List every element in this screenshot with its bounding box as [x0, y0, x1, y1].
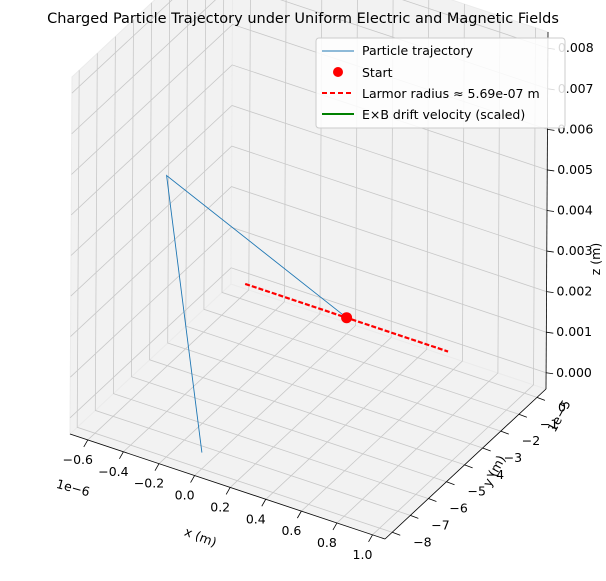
- z-tick-label: 0.001: [556, 324, 592, 339]
- y-tick: [410, 515, 419, 519]
- x-tick: [154, 463, 160, 471]
- y-tick: [536, 397, 546, 401]
- x-tick: [190, 475, 195, 483]
- z-axis-label: z (m): [588, 243, 603, 275]
- legend-trajectory-label: Particle trajectory: [362, 43, 474, 58]
- x-gridline: [372, 27, 536, 536]
- left-wall-pane: [69, 0, 234, 436]
- y-tick: [392, 531, 401, 536]
- legend-start-label: Start: [362, 65, 393, 80]
- x-tick-label: −0.2: [134, 476, 164, 491]
- z-gridline: [70, 186, 547, 337]
- tick-marks: [69, 31, 555, 543]
- y-gridline: [76, 70, 393, 533]
- y-gridline: [112, 36, 429, 499]
- z-tick: [547, 169, 555, 172]
- y-gridline: [94, 53, 411, 516]
- x-tick-label: 0.8: [317, 535, 337, 550]
- start-marker: [341, 312, 353, 324]
- y-axis-label: y (m): [480, 453, 509, 489]
- x-axis-label: x (m): [182, 524, 218, 550]
- y-tick-label: −4: [486, 467, 504, 482]
- chart-title: Charged Particle Trajectory under Unifor…: [47, 11, 559, 27]
- tick-labels: −0.6 −0.4 −0.2 0.0 0.2 0.4 0.6 0.8 1.0 −8−7−6−5−4…: [63, 40, 594, 562]
- y-gridline: [131, 19, 447, 483]
- x-gridline: [336, 15, 501, 524]
- trajectory-line: [166, 174, 347, 453]
- z-gridline: [70, 105, 548, 256]
- legend-larmor-label: Larmor radius ≈ 5.69e-07 m: [362, 86, 540, 101]
- y-tick: [446, 481, 455, 486]
- x-gridline: [123, 0, 287, 453]
- x-tick-label: −0.6: [63, 452, 93, 467]
- legend-start-swatch: [333, 67, 343, 77]
- y-tick-label: 0: [558, 399, 566, 414]
- z-tick-label: 0.000: [556, 365, 592, 380]
- x-tick: [83, 439, 89, 448]
- x-tick-label: 0.0: [175, 488, 195, 503]
- z-tick: [547, 128, 555, 131]
- y-tick-label: −7: [431, 517, 449, 532]
- x-tick: [225, 487, 231, 495]
- z-tick-label: 0.005: [557, 162, 593, 177]
- z-tick: [546, 210, 555, 212]
- z-gridline: [69, 267, 547, 419]
- z-tick: [546, 331, 554, 334]
- z-tick-label: 0.002: [557, 284, 593, 299]
- x-tick: [119, 451, 124, 459]
- y-gridline: [203, 0, 520, 415]
- z-tick-label: 0.008: [558, 40, 594, 55]
- y-axis-line: [384, 388, 547, 540]
- data-marks: [166, 174, 449, 453]
- z-tick-label: 0.003: [557, 243, 593, 258]
- y-tick: [428, 498, 437, 502]
- z-tick-label: 0.007: [558, 81, 594, 96]
- x-axis-line: [69, 433, 386, 540]
- y-tick: [500, 430, 509, 435]
- legend: Particle trajectory Start Larmor radius …: [315, 37, 566, 129]
- z-gridline: [70, 145, 547, 297]
- y-tick-label: −2: [522, 433, 540, 448]
- y-tick-label: −6: [449, 501, 467, 516]
- z-gridline: [70, 64, 548, 216]
- z-gridline: [71, 0, 549, 94]
- z-tick: [546, 250, 554, 253]
- y-tick-label: −5: [468, 484, 486, 499]
- x-tick: [368, 534, 373, 543]
- x-tick-label: −0.4: [98, 464, 128, 479]
- legend-frame: [315, 37, 566, 129]
- x-tick-label: 0.6: [281, 523, 301, 538]
- z-tick: [546, 291, 554, 294]
- legend-drift-label: E×B drift velocity (scaled): [362, 107, 525, 122]
- x-tick-label: 0.2: [210, 499, 230, 514]
- x-tick: [261, 499, 267, 507]
- y-gridline: [167, 0, 483, 449]
- z-tick: [546, 372, 554, 375]
- x-tick: [332, 522, 338, 531]
- x-tick-label: 1.0: [353, 547, 373, 562]
- y-tick: [518, 413, 528, 418]
- y-tick-label: −8: [413, 534, 431, 549]
- x-tick: [297, 510, 302, 519]
- z-tick-label: 0.004: [557, 203, 593, 218]
- y-tick-label: −1: [540, 416, 558, 431]
- z-tick-label: 0.006: [558, 121, 594, 136]
- x-tick-label: 0.4: [246, 511, 266, 526]
- x-offset-text: 1e−6: [55, 476, 92, 499]
- z-gridline: [70, 226, 547, 378]
- y-gridline: [149, 2, 465, 466]
- y-tick: [482, 447, 491, 452]
- y-gridline: [221, 0, 538, 398]
- x-gridline: [87, 0, 251, 441]
- y-tick-label: −3: [504, 450, 522, 465]
- y-tick: [464, 464, 473, 469]
